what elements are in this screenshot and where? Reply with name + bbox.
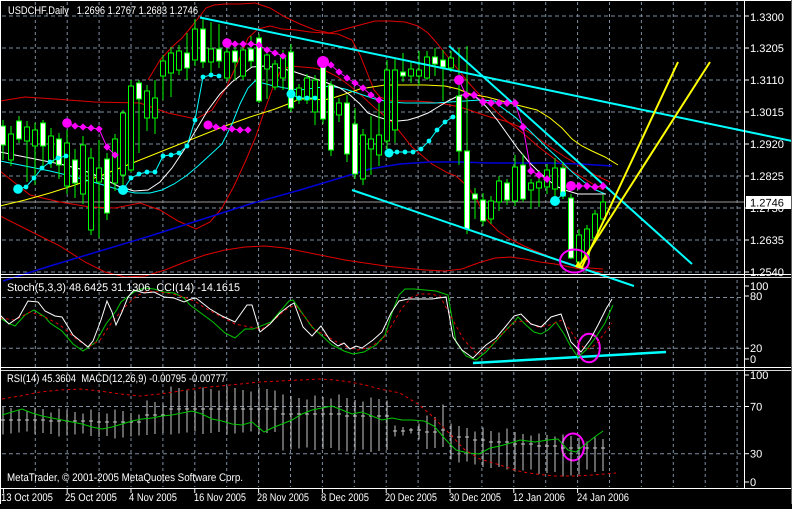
svg-text:1.3300: 1.3300 bbox=[750, 12, 784, 24]
svg-text:0: 0 bbox=[750, 354, 756, 366]
svg-text:13 Oct 2005: 13 Oct 2005 bbox=[1, 492, 53, 504]
svg-text:30 Dec 2005: 30 Dec 2005 bbox=[449, 492, 501, 504]
svg-text:0: 0 bbox=[750, 477, 756, 489]
svg-text:20: 20 bbox=[750, 343, 762, 355]
svg-text:100: 100 bbox=[750, 370, 768, 382]
svg-text:70: 70 bbox=[750, 402, 762, 414]
svg-text:80: 80 bbox=[750, 291, 762, 303]
svg-text:1.2746: 1.2746 bbox=[750, 198, 784, 210]
svg-text:USDCHF,Daily 1.2696 1.2767 1: USDCHF,Daily 1.2696 1.2767 1.2683 1.2746 bbox=[8, 5, 198, 17]
svg-text:RSI(14) 45.3604 MACD(12,26,9): RSI(14) 45.3604 MACD(12,26,9) -0.00795 -… bbox=[7, 373, 226, 385]
svg-text:1.3110: 1.3110 bbox=[750, 75, 784, 87]
svg-text:8 Dec 2005: 8 Dec 2005 bbox=[321, 492, 369, 504]
svg-text:1.3015: 1.3015 bbox=[750, 107, 784, 119]
svg-text:4 Nov 2005: 4 Nov 2005 bbox=[129, 492, 177, 504]
svg-text:MetaTrader, © 2001-2005 MetaQu: MetaTrader, © 2001-2005 MetaQuotes Softw… bbox=[7, 472, 243, 484]
svg-text:30: 30 bbox=[750, 449, 762, 461]
svg-text:1.2920: 1.2920 bbox=[750, 139, 784, 151]
svg-text:28 Nov 2005: 28 Nov 2005 bbox=[257, 492, 309, 504]
svg-text:1.3205: 1.3205 bbox=[750, 43, 784, 55]
svg-text:100: 100 bbox=[750, 281, 768, 293]
svg-text:1.2540: 1.2540 bbox=[750, 267, 784, 279]
svg-text:Stoch(5,3,3) 48.6425 31.1306: Stoch(5,3,3) 48.6425 31.1306 CCI(14) -14… bbox=[7, 282, 240, 294]
svg-text:1.2825: 1.2825 bbox=[750, 171, 784, 183]
svg-text:20 Dec 2005: 20 Dec 2005 bbox=[385, 492, 437, 504]
svg-text:24 Jan 2006: 24 Jan 2006 bbox=[577, 492, 629, 504]
svg-text:25 Oct 2005: 25 Oct 2005 bbox=[65, 492, 117, 504]
svg-text:1.2635: 1.2635 bbox=[750, 235, 784, 247]
svg-text:12 Jan 2006: 12 Jan 2006 bbox=[513, 492, 565, 504]
svg-text:16 Nov 2005: 16 Nov 2005 bbox=[194, 492, 246, 504]
